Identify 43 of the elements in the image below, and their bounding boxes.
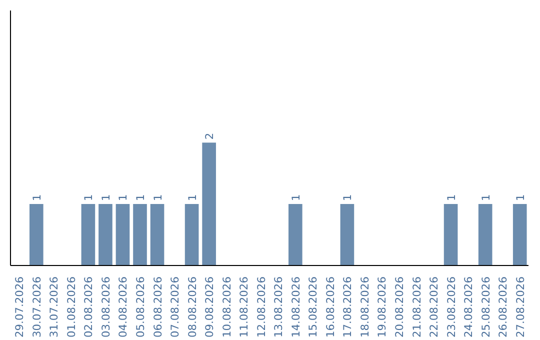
x-tick-label: 10.08.2026 [220,276,234,338]
x-tick-label: 11.08.2026 [238,276,251,338]
x-tick-label: 18.08.2026 [358,276,372,338]
x-tick-label: 14.08.2026 [289,276,302,338]
x-tick-label: 15.08.2026 [306,276,320,338]
x-tick-label: 25.08.2026 [479,276,492,338]
x-tick-label: 08.08.2026 [186,276,199,338]
x-tick-label: 24.08.2026 [462,276,476,338]
data-label: 1 [134,194,147,202]
data-label: 1 [116,194,130,202]
data-label: 1 [444,194,458,202]
x-tick-label: 20.08.2026 [393,276,406,338]
x-tick-label: 23.08.2026 [444,276,458,338]
x-tick-label: 29.07.2026 [13,276,26,338]
x-tick-label: 17.08.2026 [341,276,354,338]
x-tick-label: 13.08.2026 [272,276,286,338]
x-tick-label: 03.08.2026 [99,276,112,338]
data-label: 1 [186,194,199,202]
x-tick-label: 16.08.2026 [324,276,337,338]
x-tick-label: 05.08.2026 [134,276,147,338]
data-label: 1 [82,194,96,202]
data-label: 1 [151,194,164,202]
x-tick-label: 22.08.2026 [428,276,441,338]
data-label: 1 [289,194,302,202]
x-tick-label: 07.08.2026 [168,276,182,338]
x-tick-label: 02.08.2026 [82,276,96,338]
x-tick-label: 31.07.2026 [48,276,61,338]
data-label: 1 [479,194,492,202]
x-tick-label: 06.08.2026 [151,276,164,338]
x-tick-label: 12.08.2026 [254,276,268,338]
x-tick-label: 01.08.2026 [64,276,78,338]
x-tick-label: 21.08.2026 [410,276,424,338]
x-tick-label: 19.08.2026 [376,276,389,338]
x-tick-label: 30.07.2026 [30,276,44,338]
data-label: 1 [341,194,354,202]
x-tick-label: 04.08.2026 [116,276,130,338]
data-label: 1 [99,194,112,202]
data-label: 1 [30,194,44,202]
data-label: 2 [203,132,216,140]
x-tick-label: 26.08.2026 [496,276,510,338]
x-tick-label: 27.08.2026 [514,276,527,338]
data-label: 1 [514,194,527,202]
x-tick-label: 09.08.2026 [203,276,216,338]
